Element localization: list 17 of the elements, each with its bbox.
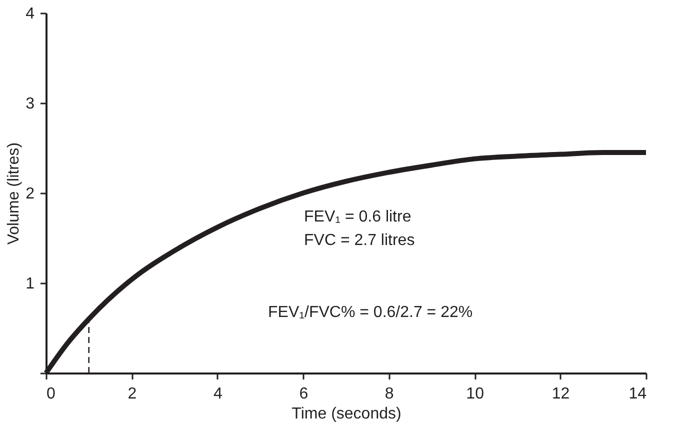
x-tick-label: 12 (552, 386, 570, 402)
y-tick-label: 3 (26, 96, 35, 112)
x-tick-label: 8 (384, 386, 394, 402)
y-tick-label: 2 (26, 186, 35, 202)
y-tick-label: 4 (26, 6, 35, 22)
annotation: FEV₁ = 0.6 litre (304, 208, 412, 226)
y-axis-title: Volume (litres) (6, 142, 23, 245)
x-tick-label: 6 (299, 386, 308, 402)
x-tick-label: 10 (466, 386, 484, 402)
x-tick-label: 0 (46, 386, 56, 402)
annotation: FEV₁/FVC% = 0.6/2.7 = 22% (268, 304, 473, 321)
x-tick-label: 2 (128, 386, 137, 402)
x-tick-label: 4 (213, 386, 222, 402)
x-axis-title: Time (seconds) (292, 406, 402, 422)
y-tick-label: 1 (26, 276, 35, 292)
annotation: FVC = 2.7 litres (304, 232, 415, 249)
x-tick-label: 14 (628, 386, 647, 402)
